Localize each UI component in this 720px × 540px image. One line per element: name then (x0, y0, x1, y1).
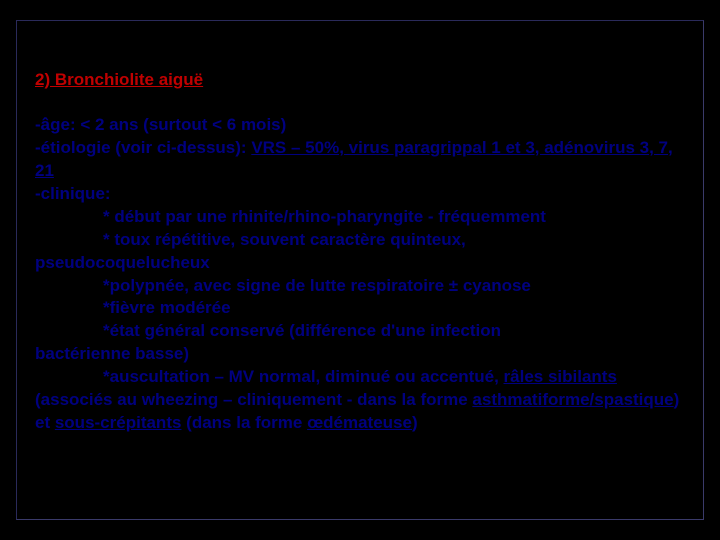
slide-content: 2) Bronchiolite aiguë -âge: < 2 ans (sur… (35, 69, 685, 435)
ausc-start: *auscultation – MV normal, diminué ou ac… (35, 366, 685, 389)
bullet-toux: * toux répétitive, souvent caractère qui… (35, 229, 685, 252)
bullet-polypnee: *polypnée, avec signe de lutte respirato… (35, 275, 685, 298)
bullet-debut: * début par une rhinite/rhino-pharyngite… (35, 206, 685, 229)
line-clinique: -clinique: (35, 183, 685, 206)
bullet-etat-cont: bactérienne basse) (35, 343, 685, 366)
rales-sibilants: râles sibilants (504, 367, 617, 386)
ausc-mid1: (associés au wheezing – cliniquement - d… (35, 390, 472, 409)
oedemateuse: œdémateuse (307, 413, 412, 432)
ausc-text: *auscultation – MV normal, diminué ou ac… (103, 367, 504, 386)
bullet-toux-cont: pseudocoquelucheux (35, 252, 685, 275)
slide-frame: 2) Bronchiolite aiguë -âge: < 2 ans (sur… (16, 20, 704, 520)
ausc-mid3: (dans la forme (181, 413, 307, 432)
ausc-end: ) (412, 413, 418, 432)
section-title: 2) Bronchiolite aiguë (35, 69, 685, 92)
bullet-etat: *état général conservé (différence d'une… (35, 320, 685, 343)
sous-crepitants: sous-crépitants (55, 413, 182, 432)
etiologie-label: -étiologie (voir ci-dessus): (35, 138, 251, 157)
asthmatiforme: asthmatiforme/spastique (472, 390, 673, 409)
bullet-auscultation: *auscultation – MV normal, diminué ou ac… (35, 366, 685, 435)
line-etiologie: -étiologie (voir ci-dessus): VRS – 50%, … (35, 137, 685, 183)
line-age: -âge: < 2 ans (surtout < 6 mois) (35, 114, 685, 137)
bullet-fievre: *fièvre modérée (35, 297, 685, 320)
